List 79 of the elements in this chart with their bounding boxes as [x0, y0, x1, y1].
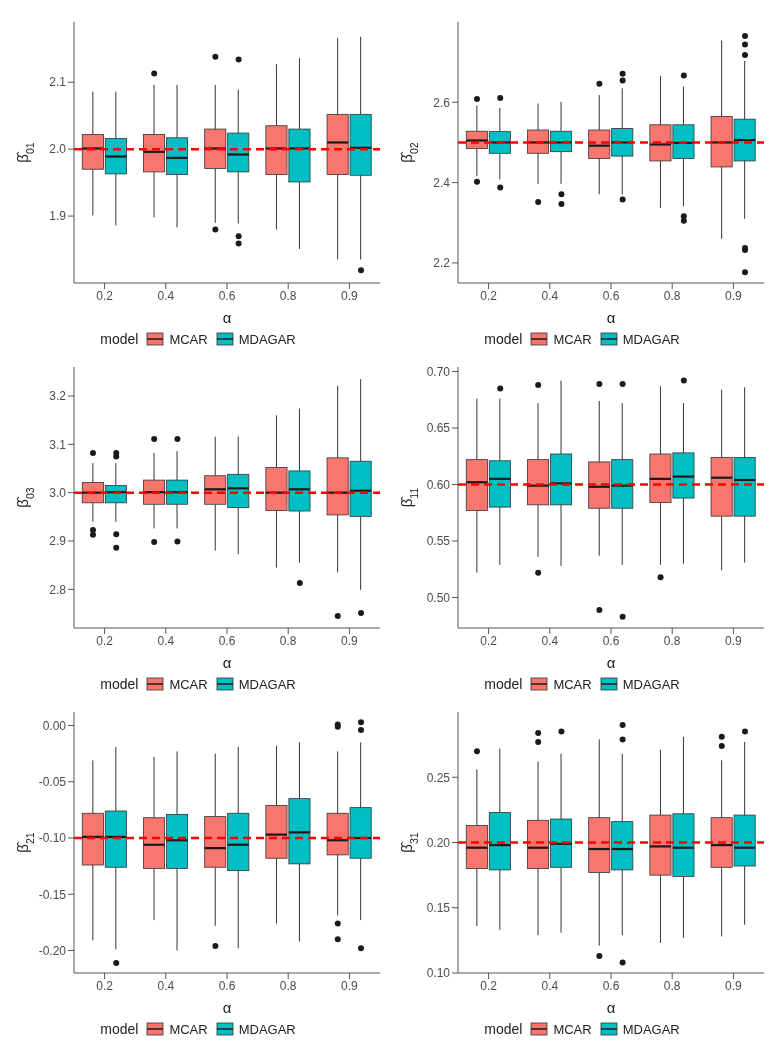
- legend-label: MDAGAR: [238, 1021, 296, 1037]
- legend-label: MDAGAR: [622, 676, 680, 692]
- x-tick-label: 0.2: [480, 288, 498, 303]
- y-tick-label: -0.20: [38, 943, 67, 958]
- legend-title: model: [484, 331, 523, 347]
- legend-title: model: [100, 331, 139, 347]
- legend-label: MCAR: [553, 1021, 592, 1037]
- y-tick-label: 2.9: [49, 534, 67, 549]
- y-tick-label: 0.15: [426, 901, 451, 916]
- y-tick-label: 3.0: [49, 485, 67, 500]
- x-tick-label: 0.9: [341, 978, 359, 993]
- y-tick-label: 0.20: [426, 835, 451, 850]
- y-tick-label: 2.1: [49, 75, 67, 90]
- x-tick-label: 0.4: [157, 978, 175, 993]
- x-tick-label: 0.6: [602, 288, 620, 303]
- legend-title: model: [484, 676, 523, 692]
- x-tick-label: 0.8: [279, 978, 297, 993]
- x-tick-label: 0.2: [96, 978, 114, 993]
- y-tick-label: 0.10: [426, 966, 451, 981]
- y-tick-label: 2.2: [433, 256, 451, 271]
- x-tick-label: 0.8: [279, 633, 297, 648]
- y-tick-label: 0.00: [42, 718, 67, 733]
- y-tick-label: 0.55: [426, 534, 451, 549]
- y-tick-label: 0.50: [426, 590, 451, 605]
- x-tick-label: 0.6: [602, 633, 620, 648]
- legend-label: MDAGAR: [238, 331, 296, 347]
- y-tick-label: 2.8: [49, 582, 67, 597]
- x-axis-title: α: [222, 309, 232, 326]
- legend-title: model: [100, 1021, 139, 1037]
- y-tick-label: -0.10: [38, 831, 67, 846]
- legend-label: MDAGAR: [238, 676, 296, 692]
- x-tick-label: 0.6: [602, 978, 620, 993]
- x-tick-label: 0.2: [96, 288, 114, 303]
- y-tick-label: 1.9: [49, 209, 67, 224]
- x-tick-label: 0.9: [725, 288, 743, 303]
- x-tick-label: 0.9: [725, 633, 743, 648]
- x-tick-label: 0.9: [725, 978, 743, 993]
- legend-title: model: [484, 1021, 523, 1037]
- x-tick-label: 0.4: [157, 633, 175, 648]
- x-tick-label: 0.9: [341, 633, 359, 648]
- x-axis-title: α: [222, 654, 232, 671]
- legend-label: MCAR: [169, 676, 208, 692]
- legend-title: model: [100, 676, 139, 692]
- x-tick-label: 0.8: [279, 288, 297, 303]
- legend-label: MDAGAR: [622, 1021, 680, 1037]
- legend-label: MCAR: [169, 331, 208, 347]
- legend-label: MCAR: [553, 331, 592, 347]
- x-tick-label: 0.4: [541, 978, 559, 993]
- x-tick-label: 0.6: [218, 978, 236, 993]
- x-tick-label: 0.2: [480, 633, 498, 648]
- y-tick-label: 2.4: [433, 175, 451, 190]
- x-tick-label: 0.2: [96, 633, 114, 648]
- y-tick-label: 2.0: [49, 142, 67, 157]
- x-axis-title: α: [606, 999, 616, 1016]
- x-tick-label: 0.4: [541, 633, 559, 648]
- x-tick-label: 0.4: [541, 288, 559, 303]
- x-tick-label: 0.6: [218, 633, 236, 648]
- x-tick-label: 0.8: [663, 978, 681, 993]
- y-tick-label: 0.70: [426, 364, 451, 379]
- y-tick-label: 3.2: [49, 389, 67, 404]
- x-tick-label: 0.8: [663, 288, 681, 303]
- x-tick-label: 0.8: [663, 633, 681, 648]
- legend-label: MDAGAR: [622, 331, 680, 347]
- y-tick-label: 0.60: [426, 477, 451, 492]
- legend-label: MCAR: [553, 676, 592, 692]
- x-axis-title: α: [606, 654, 616, 671]
- x-tick-label: 0.6: [218, 288, 236, 303]
- x-axis-title: α: [222, 999, 232, 1016]
- x-tick-label: 0.9: [341, 288, 359, 303]
- x-tick-label: 0.2: [480, 978, 498, 993]
- y-tick-label: 0.65: [426, 421, 451, 436]
- legend-label: MCAR: [169, 1021, 208, 1037]
- y-tick-label: -0.05: [38, 775, 67, 790]
- y-tick-label: 0.25: [426, 770, 451, 785]
- x-axis-title: α: [606, 309, 616, 326]
- y-tick-label: 2.6: [433, 95, 451, 110]
- y-tick-label: 3.1: [49, 437, 67, 452]
- y-tick-label: -0.15: [38, 887, 67, 902]
- x-tick-label: 0.4: [157, 288, 175, 303]
